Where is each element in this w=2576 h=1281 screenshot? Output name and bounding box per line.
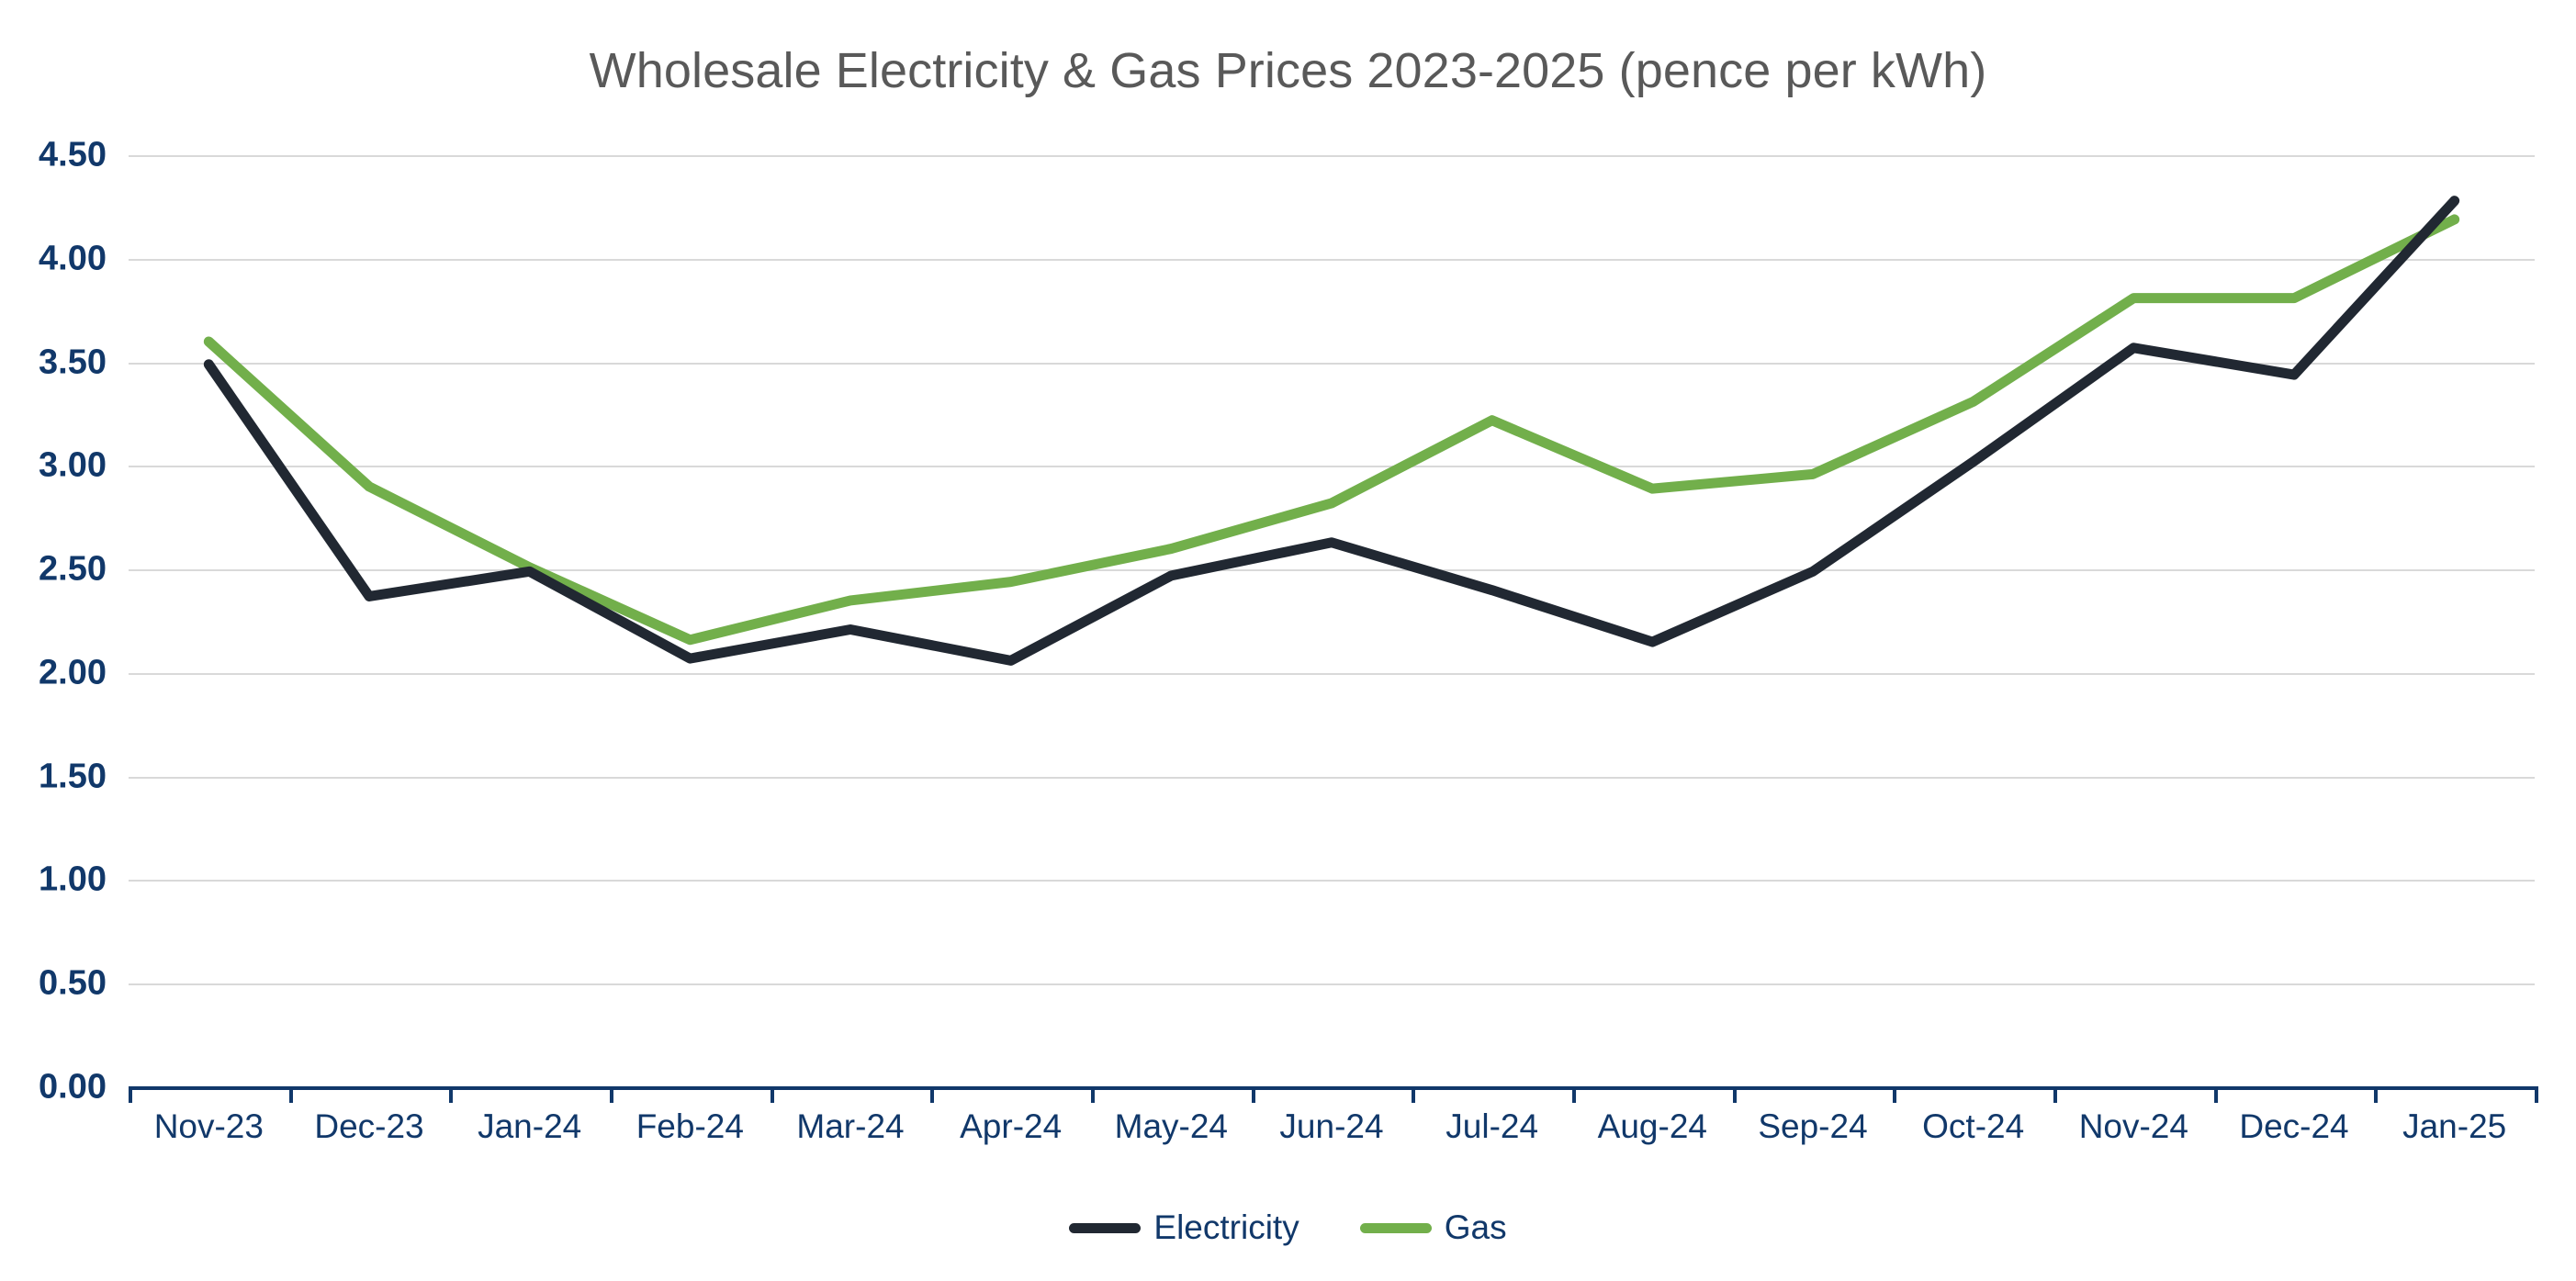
y-tick-label: 4.00 bbox=[39, 239, 107, 278]
x-tick-label: Apr-24 bbox=[960, 1107, 1063, 1145]
legend-item-electricity[interactable]: Electricity bbox=[1069, 1208, 1299, 1247]
legend-swatch-gas bbox=[1359, 1222, 1432, 1233]
x-tick-mark bbox=[288, 1086, 293, 1103]
x-tick-label: Dec-23 bbox=[314, 1107, 424, 1145]
x-tick-mark bbox=[2053, 1086, 2057, 1103]
x-tick-label: Nov-24 bbox=[2078, 1107, 2188, 1145]
x-tick-mark bbox=[2213, 1086, 2218, 1103]
x-tick-label: Nov-23 bbox=[153, 1107, 264, 1145]
y-tick-label: 0.50 bbox=[39, 963, 107, 1003]
x-axis-line bbox=[129, 1086, 2535, 1090]
gridline bbox=[129, 880, 2535, 882]
x-tick-label: Aug-24 bbox=[1597, 1107, 1707, 1145]
x-tick-label: Jan-25 bbox=[2402, 1107, 2507, 1145]
legend-label-gas: Gas bbox=[1444, 1208, 1507, 1246]
chart-title: Wholesale Electricity & Gas Prices 2023-… bbox=[589, 43, 1987, 98]
gridline bbox=[129, 569, 2535, 572]
gridline bbox=[129, 362, 2535, 365]
y-tick-label: 3.00 bbox=[39, 445, 107, 485]
x-tick-mark bbox=[930, 1086, 935, 1103]
x-tick-mark bbox=[129, 1086, 132, 1103]
x-tick-mark bbox=[2535, 1086, 2538, 1103]
y-tick-label: 2.00 bbox=[39, 653, 107, 692]
series-lines bbox=[203, 196, 2460, 666]
x-tick-mark bbox=[610, 1086, 613, 1103]
legend-label-electricity: Electricity bbox=[1153, 1208, 1299, 1246]
x-tick-label: Mar-24 bbox=[796, 1107, 905, 1145]
y-tick-label: 0.00 bbox=[39, 1067, 107, 1107]
x-tick-mark bbox=[449, 1086, 454, 1103]
line-gas bbox=[203, 214, 2460, 646]
x-tick-label: Feb-24 bbox=[636, 1107, 744, 1145]
x-tick-mark bbox=[770, 1086, 774, 1103]
x-tick-label: Jun-24 bbox=[1279, 1107, 1384, 1145]
y-tick-label: 3.50 bbox=[39, 343, 107, 382]
x-tick-mark bbox=[1732, 1086, 1737, 1103]
gridline bbox=[129, 983, 2535, 986]
x-tick-label: Jan-24 bbox=[478, 1107, 582, 1145]
x-tick-mark bbox=[1091, 1086, 1095, 1103]
gridline bbox=[129, 258, 2535, 261]
plot-area bbox=[129, 155, 2535, 1087]
x-tick-mark bbox=[1412, 1086, 1416, 1103]
legend-swatch-electricity bbox=[1069, 1222, 1142, 1233]
x-tick-label: Oct-24 bbox=[1922, 1107, 2025, 1145]
gridline bbox=[129, 466, 2535, 468]
x-tick-label: May-24 bbox=[1114, 1107, 1229, 1145]
y-tick-label: 4.50 bbox=[39, 135, 107, 174]
y-tick-label: 1.00 bbox=[39, 860, 107, 899]
legend-item-gas[interactable]: Gas bbox=[1359, 1208, 1507, 1247]
gridline bbox=[129, 155, 2535, 157]
x-tick-label: Sep-24 bbox=[1758, 1107, 1868, 1145]
x-tick-mark bbox=[1572, 1086, 1576, 1103]
x-tick-mark bbox=[1893, 1086, 1897, 1103]
y-tick-label: 2.50 bbox=[39, 549, 107, 589]
x-tick-label: Jul-24 bbox=[1445, 1107, 1539, 1145]
gridline bbox=[129, 776, 2535, 779]
x-tick-label: Dec-24 bbox=[2239, 1107, 2349, 1145]
y-tick-label: 1.50 bbox=[39, 757, 107, 796]
chart-legend: Electricity Gas bbox=[0, 1208, 2576, 1247]
x-tick-mark bbox=[1251, 1086, 1255, 1103]
y-axis: 0.00 0.50 1.00 1.50 2.00 2.50 3.00 3.50 4.00 4.50 bbox=[0, 0, 129, 1281]
line-electricity bbox=[203, 196, 2460, 666]
x-tick-mark bbox=[2374, 1086, 2379, 1103]
gridline bbox=[129, 672, 2535, 675]
